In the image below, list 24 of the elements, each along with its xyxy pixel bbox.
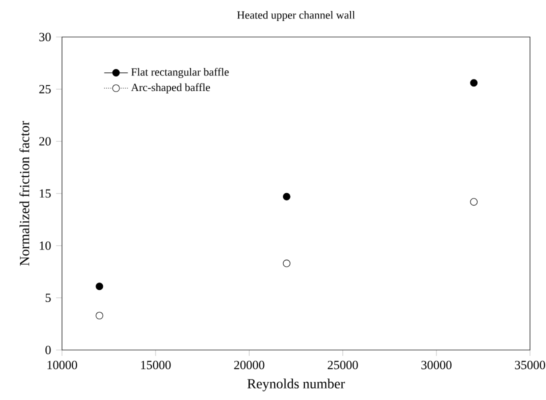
x-tick-label: 20000 (234, 360, 264, 370)
x-tick-label: 30000 (421, 360, 452, 370)
y-tick-label: 5 (46, 294, 51, 302)
x-tick-label: 15000 (141, 360, 171, 370)
point (282, 260, 290, 268)
y-tick-label: 0 (45, 346, 51, 354)
x-tick-label: 10000 (48, 360, 78, 370)
point (96, 282, 104, 290)
y-tick-label: 25 (39, 84, 51, 94)
point (282, 192, 290, 200)
chart-title: Heated upper channel wall (237, 11, 355, 22)
point (470, 198, 478, 206)
legend-label: Arc-shaped baffle (131, 83, 210, 94)
point (470, 79, 478, 87)
x-axis-title: Reynolds number (247, 378, 345, 392)
y-tick-label: 30 (39, 32, 51, 42)
point (96, 312, 104, 320)
y-axis-title: Normalized friction factor (19, 120, 30, 266)
legend-label: Flat rectangular baffle (131, 68, 229, 78)
x-tick-label: 35000 (515, 360, 546, 370)
y-tick-label: 10 (40, 241, 51, 250)
y-tick-label: 20 (39, 137, 51, 146)
y-tick-label: 15 (40, 189, 51, 198)
x-tick-label: 25000 (328, 360, 358, 370)
